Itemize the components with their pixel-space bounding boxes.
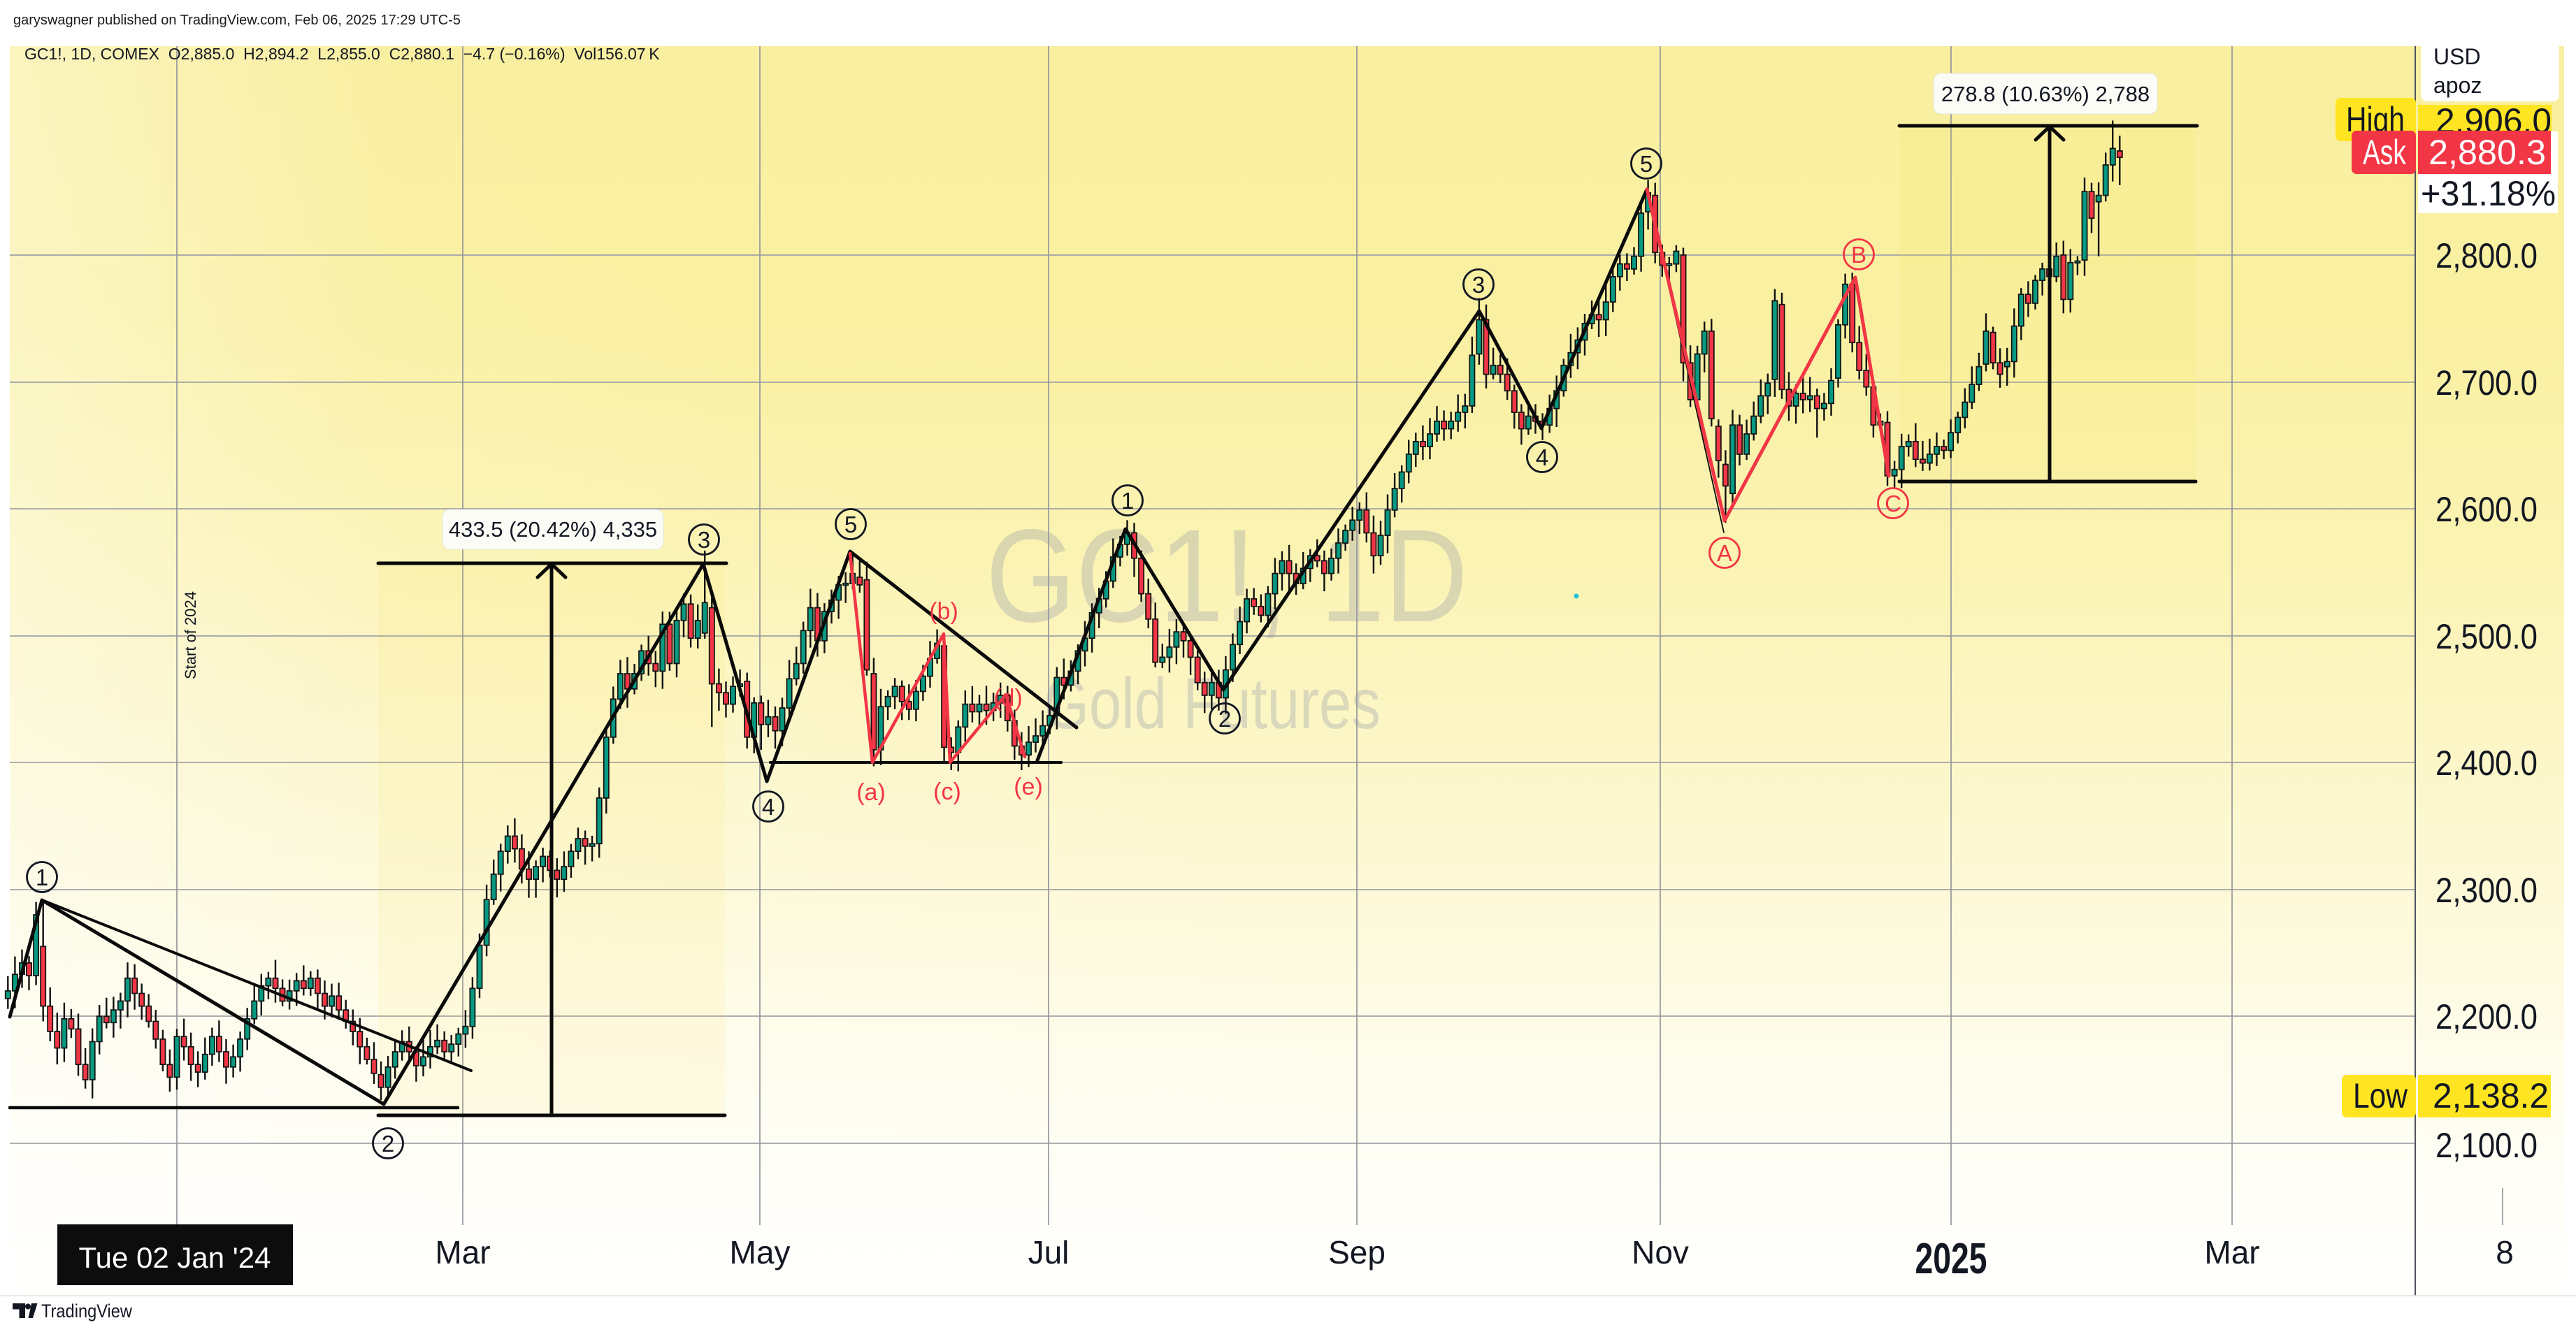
svg-text:GC1!, 1D, COMEX O2,885.0 H2,: GC1!, 1D, COMEX O2,885.0 H2,894.2 L2,855… <box>24 45 660 63</box>
svg-text:2,138.2: 2,138.2 <box>2433 1076 2549 1115</box>
svg-text:2,500.0: 2,500.0 <box>2435 617 2538 656</box>
svg-text:Mar: Mar <box>435 1234 490 1271</box>
svg-text:2,800.0: 2,800.0 <box>2435 236 2538 275</box>
svg-text:2,700.0: 2,700.0 <box>2435 363 2538 403</box>
svg-text:2,400.0: 2,400.0 <box>2435 744 2538 783</box>
svg-text:4: 4 <box>762 794 775 820</box>
svg-text:2: 2 <box>1218 706 1231 732</box>
svg-text:B: B <box>1851 242 1866 268</box>
svg-text:433.5 (20.42%) 4,335: 433.5 (20.42%) 4,335 <box>449 517 657 542</box>
svg-text:278.8 (10.63%) 2,788: 278.8 (10.63%) 2,788 <box>1941 82 2150 106</box>
svg-text:5: 5 <box>1640 151 1653 177</box>
svg-text:A: A <box>1717 540 1732 566</box>
svg-text:5: 5 <box>844 512 857 537</box>
svg-text:Mar: Mar <box>2204 1234 2259 1271</box>
svg-text:1: 1 <box>36 864 48 890</box>
svg-text:2,300.0: 2,300.0 <box>2435 871 2538 910</box>
svg-text:apoz: apoz <box>2433 73 2482 98</box>
svg-text:GC1!, 1D: GC1!, 1D <box>986 502 1468 650</box>
svg-text:2025: 2025 <box>1915 1235 1987 1283</box>
svg-text:USD: USD <box>2433 44 2481 69</box>
svg-text:2,600.0: 2,600.0 <box>2435 490 2538 529</box>
svg-text:3: 3 <box>1472 272 1485 298</box>
svg-text:Jul: Jul <box>1028 1234 1070 1271</box>
svg-text:May: May <box>730 1234 791 1271</box>
svg-text:(a): (a) <box>856 779 886 806</box>
svg-text:2: 2 <box>382 1131 394 1157</box>
svg-text:(e): (e) <box>1014 774 1043 800</box>
svg-text:(c): (c) <box>933 779 961 805</box>
svg-text:2,200.0: 2,200.0 <box>2435 997 2538 1036</box>
svg-text:Tue 02 Jan '24: Tue 02 Jan '24 <box>79 1241 271 1274</box>
svg-text:garyswagner published on Tradi: garyswagner published on TradingView.com… <box>13 13 461 28</box>
svg-text:(b): (b) <box>929 598 958 625</box>
svg-text:1: 1 <box>1121 488 1134 514</box>
svg-text:Low: Low <box>2353 1076 2408 1115</box>
svg-text:TradingView: TradingView <box>41 1301 132 1322</box>
svg-text:Ask: Ask <box>2363 133 2407 172</box>
svg-text:Nov: Nov <box>1632 1234 1689 1271</box>
svg-text:8: 8 <box>2496 1234 2514 1271</box>
svg-text:Sep: Sep <box>1328 1234 1386 1271</box>
svg-text:3: 3 <box>698 527 710 553</box>
svg-text:2,100.0: 2,100.0 <box>2435 1126 2538 1165</box>
svg-text:Start of 2024: Start of 2024 <box>182 591 199 679</box>
svg-text:(d): (d) <box>993 685 1023 711</box>
svg-text:4: 4 <box>1536 444 1548 470</box>
svg-text:2,880.3: 2,880.3 <box>2429 133 2546 172</box>
svg-text:C: C <box>1885 491 1901 516</box>
svg-text:+31.18%: +31.18% <box>2421 174 2556 213</box>
